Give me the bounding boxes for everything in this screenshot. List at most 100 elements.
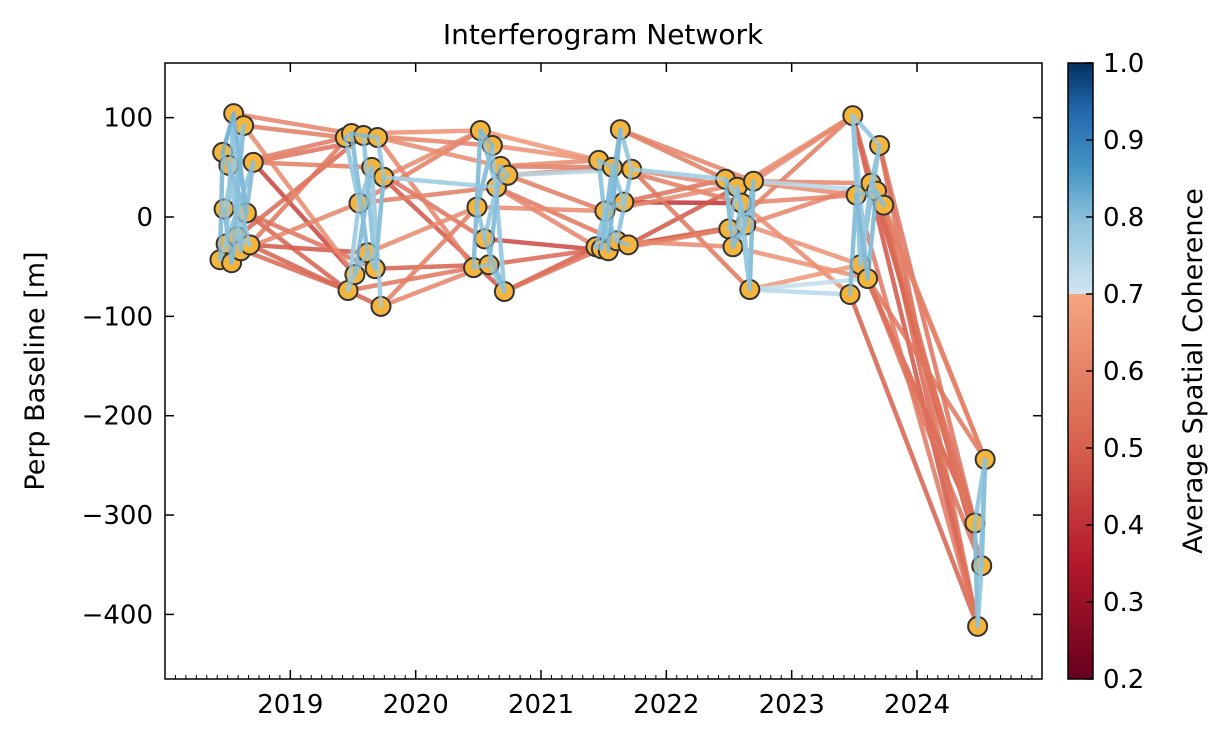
colorbar-tick-label: 0.4: [1103, 511, 1144, 541]
interferogram-edge-overlay: [217, 150, 225, 262]
interferogram-edge-overlay: [854, 193, 870, 281]
interferogram-edge: [747, 287, 853, 297]
interferogram-edge-overlay: [606, 127, 623, 253]
colorbar: 0.2 0.3 0.4 0.5 0.6 0.7 0.8 0.9 1.0 Average Spat…: [1067, 49, 1209, 695]
interferogram-edge-overlay: [373, 175, 386, 271]
interferogram-edge-overlay: [972, 521, 980, 629]
y-tick-label: −100: [82, 302, 153, 332]
x-axis-ticks: 2019 2020 2021 2022 2023 2024: [257, 63, 950, 720]
interferogram-edge-overlay: [478, 128, 495, 148]
interferogram-edge-overlay: [220, 111, 236, 155]
interferogram-edge-overlay: [349, 131, 370, 255]
interferogram-edge-overlay: [490, 143, 507, 294]
chart-title: Interferogram Network: [443, 18, 764, 51]
interferogram-edge: [345, 265, 476, 293]
y-tick-label: 100: [103, 104, 153, 134]
interferogram-edge-overlay: [224, 160, 256, 246]
interferogram-edge: [375, 135, 476, 270]
interferogram-edge-overlay: [220, 150, 249, 216]
interferogram-edge-overlay: [352, 165, 374, 277]
interferogram-edge: [881, 202, 984, 568]
y-tick-label: −300: [82, 501, 153, 531]
interferogram-edge: [478, 128, 601, 163]
interferogram-edge: [865, 276, 984, 568]
interferogram-edge-overlay: [723, 177, 735, 249]
interferogram-edge-overlay: [596, 158, 611, 253]
interferogram-edge: [847, 292, 980, 629]
interferogram-edge: [730, 244, 870, 281]
interferogram-edge: [877, 143, 978, 526]
interferogram-edge-overlay: [629, 167, 728, 182]
colorbar-tick-label: 0.6: [1103, 357, 1144, 387]
interferogram-edge: [247, 131, 354, 248]
interferogram-edge-overlay: [482, 185, 499, 241]
x-tick-label: 2023: [759, 690, 825, 720]
interferogram-edge-overlay: [343, 135, 362, 206]
x-tick-label: 2020: [383, 690, 449, 720]
interferogram-edge: [494, 184, 620, 244]
x-tick-label: 2022: [633, 690, 699, 720]
colorbar-ticks: 0.2 0.3 0.4 0.5 0.6 0.7 0.8 0.9 1.0: [1086, 49, 1144, 695]
interferogram-edge: [250, 160, 358, 277]
interferogram-edge: [502, 246, 604, 294]
interferogram-edge: [238, 200, 362, 254]
interferogram-edge-overlay: [979, 457, 988, 568]
interferogram-edge-overlay: [868, 181, 886, 208]
interferogram-edge: [881, 202, 988, 462]
interferogram-edge: [381, 128, 483, 180]
interferogram-edge: [739, 200, 853, 297]
y-axis-ticks: 100 0 −100 −200 −300 −400: [82, 104, 1042, 630]
interferogram-edge: [365, 204, 480, 256]
interferogram-edge: [494, 184, 599, 250]
interferogram-edge-overlay: [614, 238, 631, 247]
interferogram-edge-overlay: [730, 201, 744, 249]
interferogram-edge: [378, 204, 480, 309]
interferogram-edge-overlay: [850, 113, 863, 267]
plot-area: 2019 2020 2021 2022 2023 2024 100 0 −100 −200 −30…: [82, 62, 1043, 720]
interferogram-edge: [498, 158, 601, 169]
interferogram-edge: [241, 123, 348, 140]
colorbar-tick-label: 0.7: [1103, 280, 1144, 310]
interferogram-edge: [751, 113, 856, 184]
interferogram-edge: [241, 123, 358, 277]
interferogram-edge-overlay: [593, 209, 607, 249]
interferogram-edge: [747, 276, 870, 292]
interferogram-edge: [747, 262, 863, 292]
x-tick-label: 2024: [884, 690, 950, 720]
interferogram-edge-overlay: [596, 158, 615, 170]
interferogram-edge-overlay: [494, 173, 510, 190]
interferogram-edge-overlay: [865, 189, 879, 281]
interferogram-edge: [247, 242, 370, 256]
interferogram-edge-overlay: [471, 262, 491, 270]
colorbar-tick-label: 0.5: [1103, 434, 1144, 464]
colorbar-tick-label: 0.9: [1103, 126, 1144, 156]
interferogram-edge-overlay: [614, 167, 634, 243]
interferogram-edge-overlay: [730, 222, 748, 249]
colorbar-label: Average Spatial Coherence: [1178, 188, 1209, 554]
interferogram-edge-overlay: [349, 131, 366, 138]
interferogram-edge-overlay: [346, 272, 357, 293]
interferogram-edge-overlay: [229, 234, 240, 265]
interferogram-edge: [505, 173, 608, 214]
interferogram-edge: [877, 143, 980, 629]
colorbar-tick-label: 0.2: [1103, 665, 1144, 695]
interferogram-edge-overlay: [735, 185, 748, 227]
colorbar-tick-label: 0.3: [1103, 588, 1144, 618]
interferogram-edge: [486, 246, 604, 267]
y-axis-label: Perp Baseline [m]: [20, 251, 51, 490]
interferogram-edge-overlay: [850, 113, 882, 148]
colorbar-tick-label: 0.8: [1103, 203, 1144, 233]
interferogram-edge-overlay: [222, 207, 234, 265]
acquisition-points: [209, 103, 996, 637]
x-tick-label: 2021: [508, 690, 574, 720]
interferogram-edge-overlay: [747, 179, 756, 292]
y-tick-label: 0: [136, 203, 153, 233]
interferogram-edge-overlay: [848, 193, 859, 297]
interferogram-edge: [244, 210, 351, 293]
interferogram-edge: [231, 111, 354, 136]
y-tick-label: −400: [82, 600, 153, 630]
interferogram-edge-overlay: [361, 133, 380, 140]
interferogram-edge: [629, 167, 753, 292]
colorbar-tick-label: 1.0: [1103, 49, 1144, 79]
